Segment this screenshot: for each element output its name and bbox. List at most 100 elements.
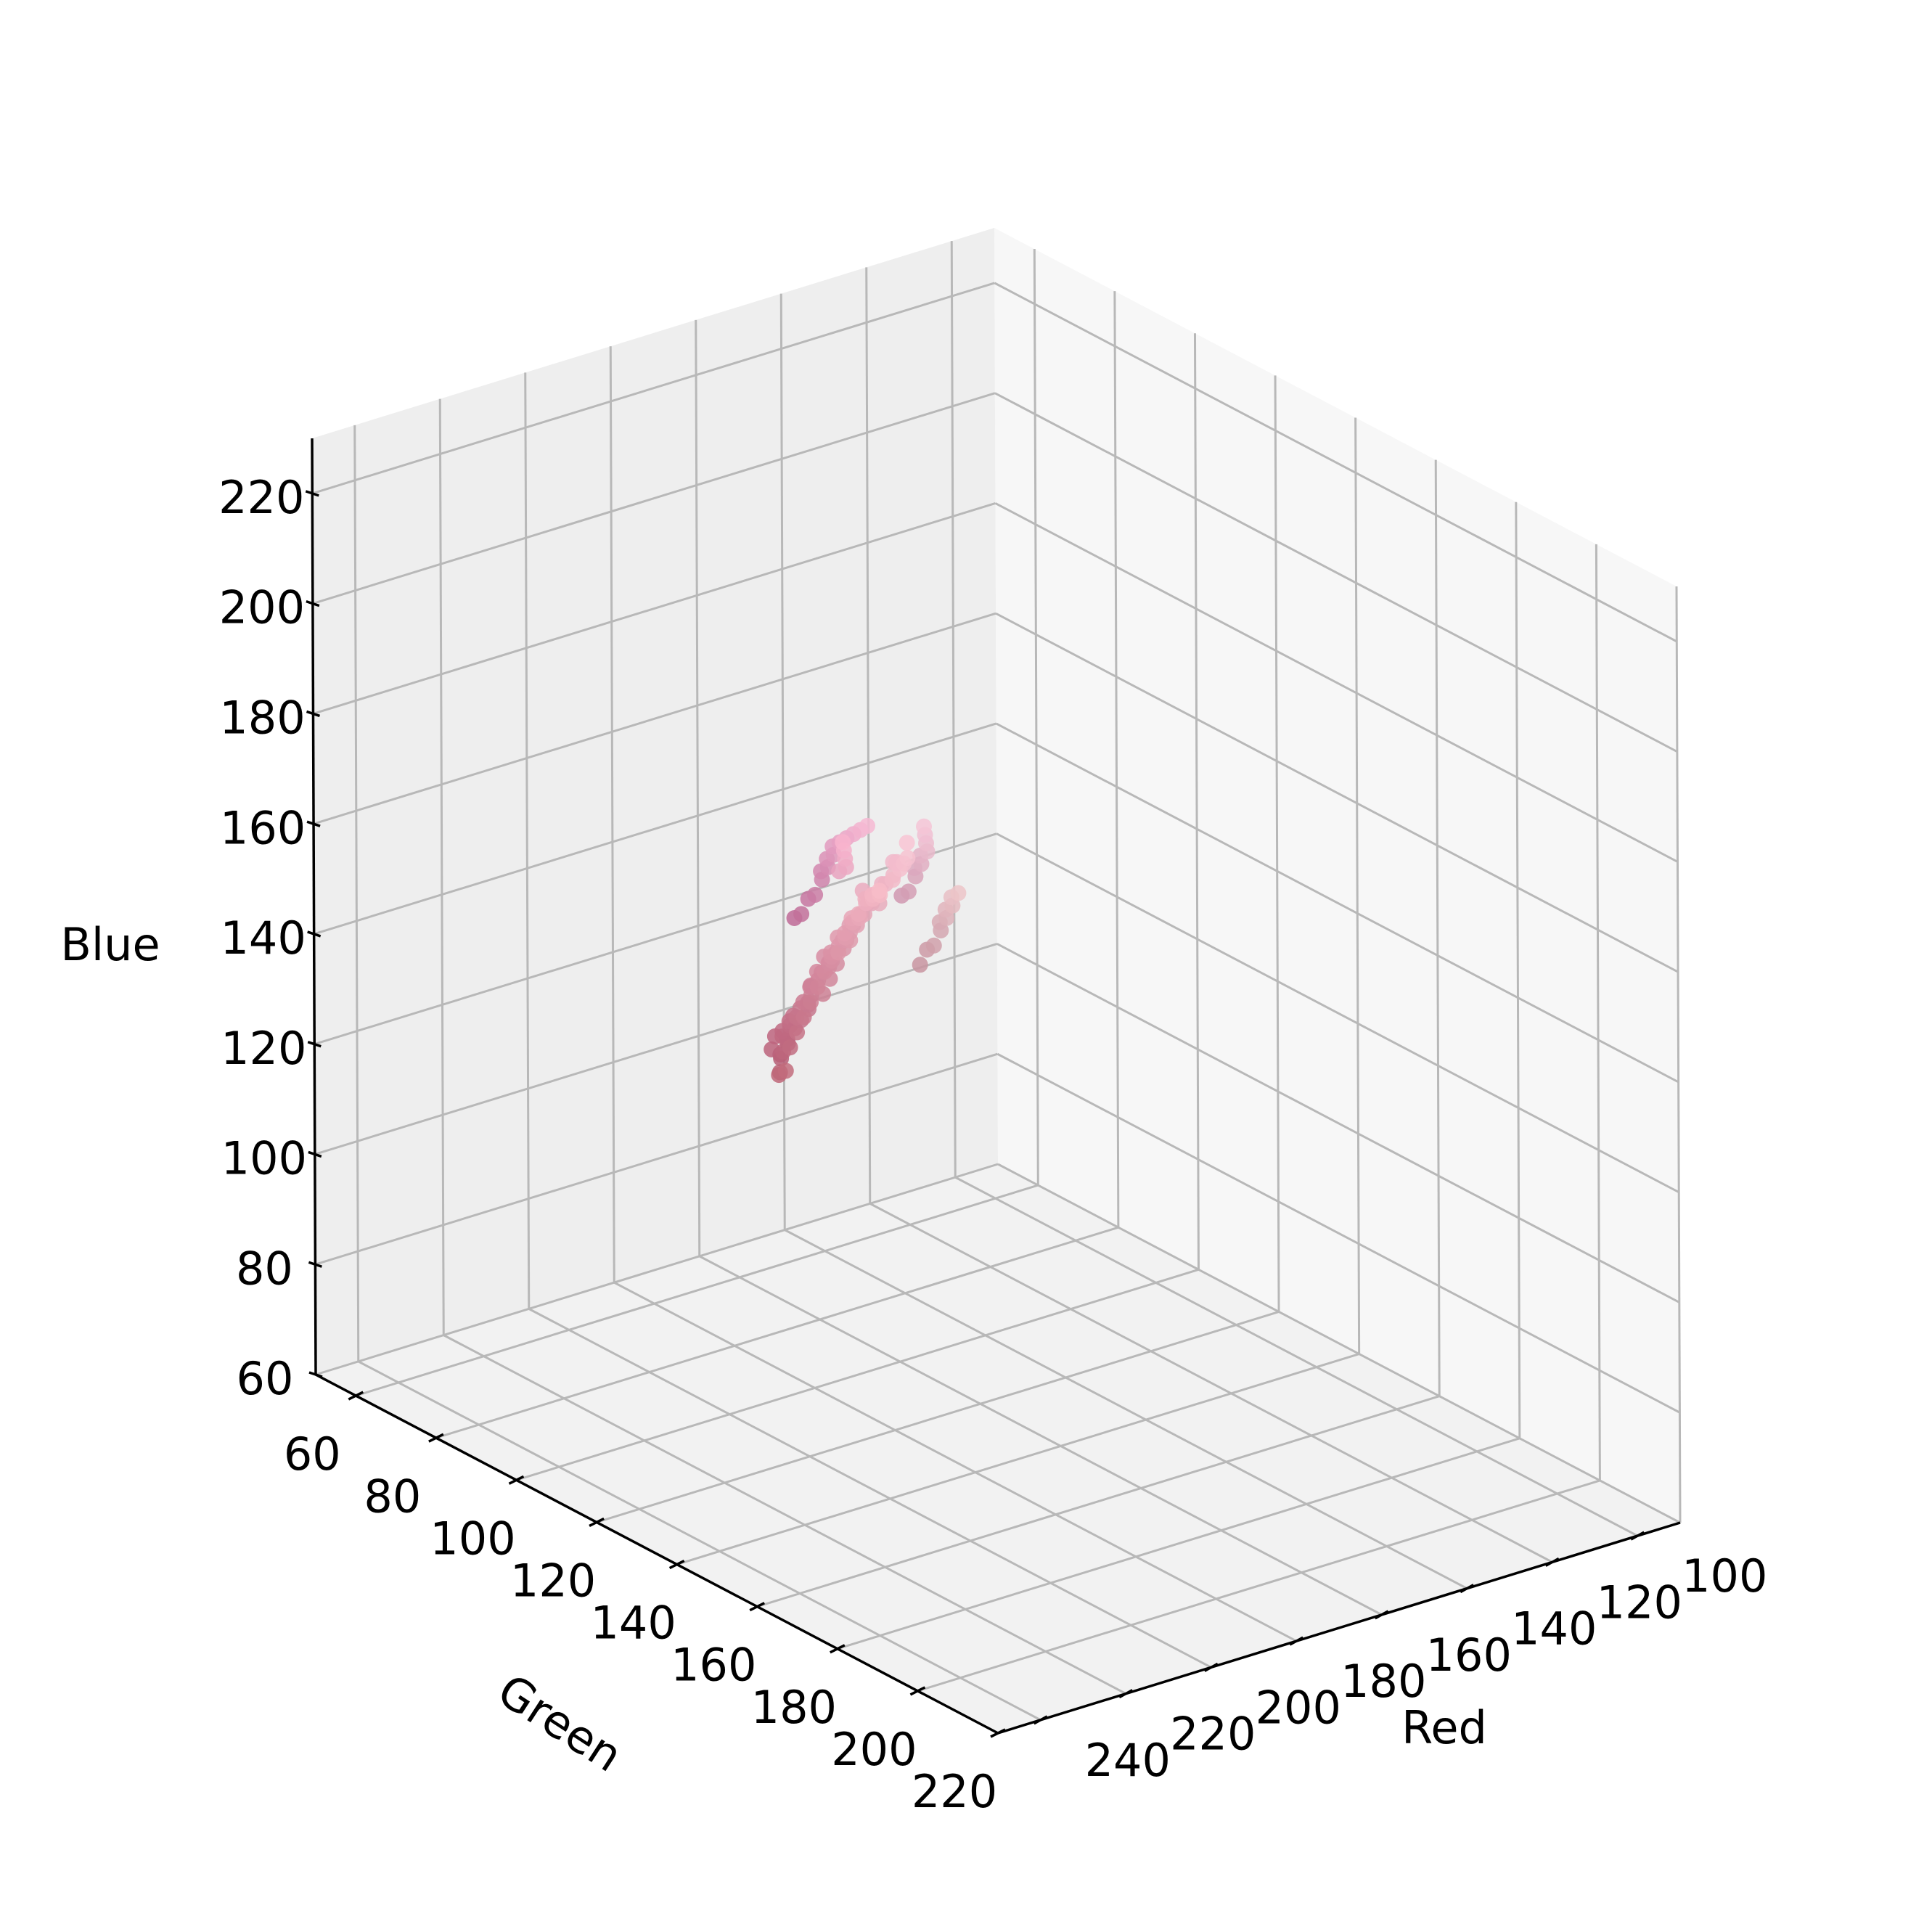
x-tick-label: 100 <box>1682 1550 1767 1603</box>
x-tick-label: 160 <box>1426 1629 1512 1682</box>
tick-mark <box>909 1686 926 1696</box>
x-tick-label: 220 <box>1170 1708 1256 1761</box>
y-tick-label: 220 <box>912 1765 997 1818</box>
grid-line <box>1033 249 1039 1186</box>
grid-line <box>917 1479 1600 1692</box>
grid-line <box>358 1360 1041 1722</box>
grid-line <box>994 282 1677 643</box>
y-tick-label: 160 <box>671 1639 756 1692</box>
scatter-point <box>912 957 928 973</box>
grid-line <box>1515 502 1521 1438</box>
grid-line <box>438 398 445 1335</box>
tick-mark <box>668 1559 685 1570</box>
tick-mark <box>348 1391 364 1401</box>
grid-line <box>756 1395 1440 1608</box>
grid-line <box>315 1163 999 1376</box>
back-right-pane <box>994 228 1680 1523</box>
scatter-point <box>807 886 824 903</box>
tick-mark <box>307 1041 322 1048</box>
tick-mark <box>307 930 322 938</box>
scatter-point <box>803 994 819 1010</box>
y-tick-label: 200 <box>831 1723 917 1776</box>
scatter-point <box>789 1024 806 1041</box>
grid-line <box>312 392 996 605</box>
x-axis-label: Red <box>1401 1701 1487 1754</box>
z-tick-label: 120 <box>221 1022 306 1075</box>
z-tick-label: 100 <box>221 1132 307 1185</box>
scatter-point <box>899 850 916 867</box>
axis-lines <box>311 438 1681 1735</box>
grid-line <box>314 722 997 936</box>
grid-line <box>528 1308 1212 1669</box>
y-axis-label: Green <box>488 1663 631 1782</box>
scatter-point <box>871 883 888 899</box>
grid-line <box>869 1203 1553 1563</box>
grid-line <box>314 943 998 1155</box>
scatter-point <box>795 1009 812 1026</box>
tick-mark <box>589 1517 605 1527</box>
x-tick-label: 240 <box>1085 1734 1171 1787</box>
grid-line <box>1274 375 1280 1312</box>
scatter-point <box>899 835 915 851</box>
grid-line <box>524 372 531 1309</box>
tick-mark <box>308 1150 322 1158</box>
z-tick-label: 160 <box>220 801 306 854</box>
grid-line <box>355 1184 1039 1397</box>
scatter-point <box>793 906 810 922</box>
tick-labels: 1001201401601802002202406080100120140160… <box>218 471 1767 1818</box>
tick-marks <box>305 490 1645 1738</box>
scatter-point <box>916 818 932 835</box>
x-axis-line <box>997 1521 1681 1735</box>
grid-line <box>313 612 996 825</box>
grid-line <box>313 502 996 715</box>
tick-mark <box>508 1475 525 1485</box>
grid-line <box>1113 291 1120 1228</box>
y-axis-line <box>315 1373 999 1735</box>
grid-line <box>994 502 1679 863</box>
grid-line <box>996 1052 1681 1414</box>
grid-line <box>837 1437 1520 1650</box>
grid-line <box>314 1052 998 1266</box>
grid-lines <box>311 241 1682 1735</box>
grid-line <box>676 1353 1360 1565</box>
scatter-point <box>900 883 917 900</box>
grid-line <box>311 282 995 495</box>
scatter-point <box>835 834 851 851</box>
grid-line <box>994 392 1678 753</box>
y-tick-label: 120 <box>510 1555 596 1608</box>
x-tick-label: 180 <box>1340 1655 1426 1708</box>
grid-line <box>784 1229 1468 1589</box>
grid-line <box>435 1226 1119 1439</box>
scatter-point <box>830 944 847 961</box>
y-tick-label: 60 <box>284 1428 341 1481</box>
y-tick-label: 100 <box>430 1512 515 1565</box>
z-tick-label: 60 <box>237 1352 294 1405</box>
floor-pane <box>316 1164 1680 1733</box>
tick-mark <box>305 490 319 497</box>
grid-line <box>1595 544 1601 1481</box>
grid-line <box>995 722 1679 1084</box>
tick-mark <box>1118 1689 1134 1699</box>
y-tick-label: 80 <box>364 1470 421 1523</box>
z-tick-label: 220 <box>218 471 304 524</box>
z-tick-label: 80 <box>236 1242 293 1295</box>
z-axis-line <box>311 438 317 1375</box>
y-tick-label: 140 <box>590 1597 676 1650</box>
tick-mark <box>306 820 321 827</box>
scatter-points <box>764 817 967 1084</box>
z-tick-label: 140 <box>220 912 306 965</box>
tick-mark <box>1460 1584 1475 1594</box>
x-tick-label: 200 <box>1256 1681 1341 1734</box>
tick-mark <box>308 1371 323 1378</box>
tick-mark <box>990 1728 1006 1738</box>
grid-line <box>954 1176 1638 1537</box>
y-tick-label: 180 <box>751 1681 837 1734</box>
tick-mark <box>1289 1636 1304 1646</box>
x-tick-label: 140 <box>1511 1603 1597 1655</box>
tick-mark <box>308 1261 322 1268</box>
tick-mark <box>830 1644 846 1654</box>
grid-line <box>865 267 872 1204</box>
tick-mark <box>1544 1557 1560 1567</box>
tick-mark <box>1203 1662 1219 1672</box>
